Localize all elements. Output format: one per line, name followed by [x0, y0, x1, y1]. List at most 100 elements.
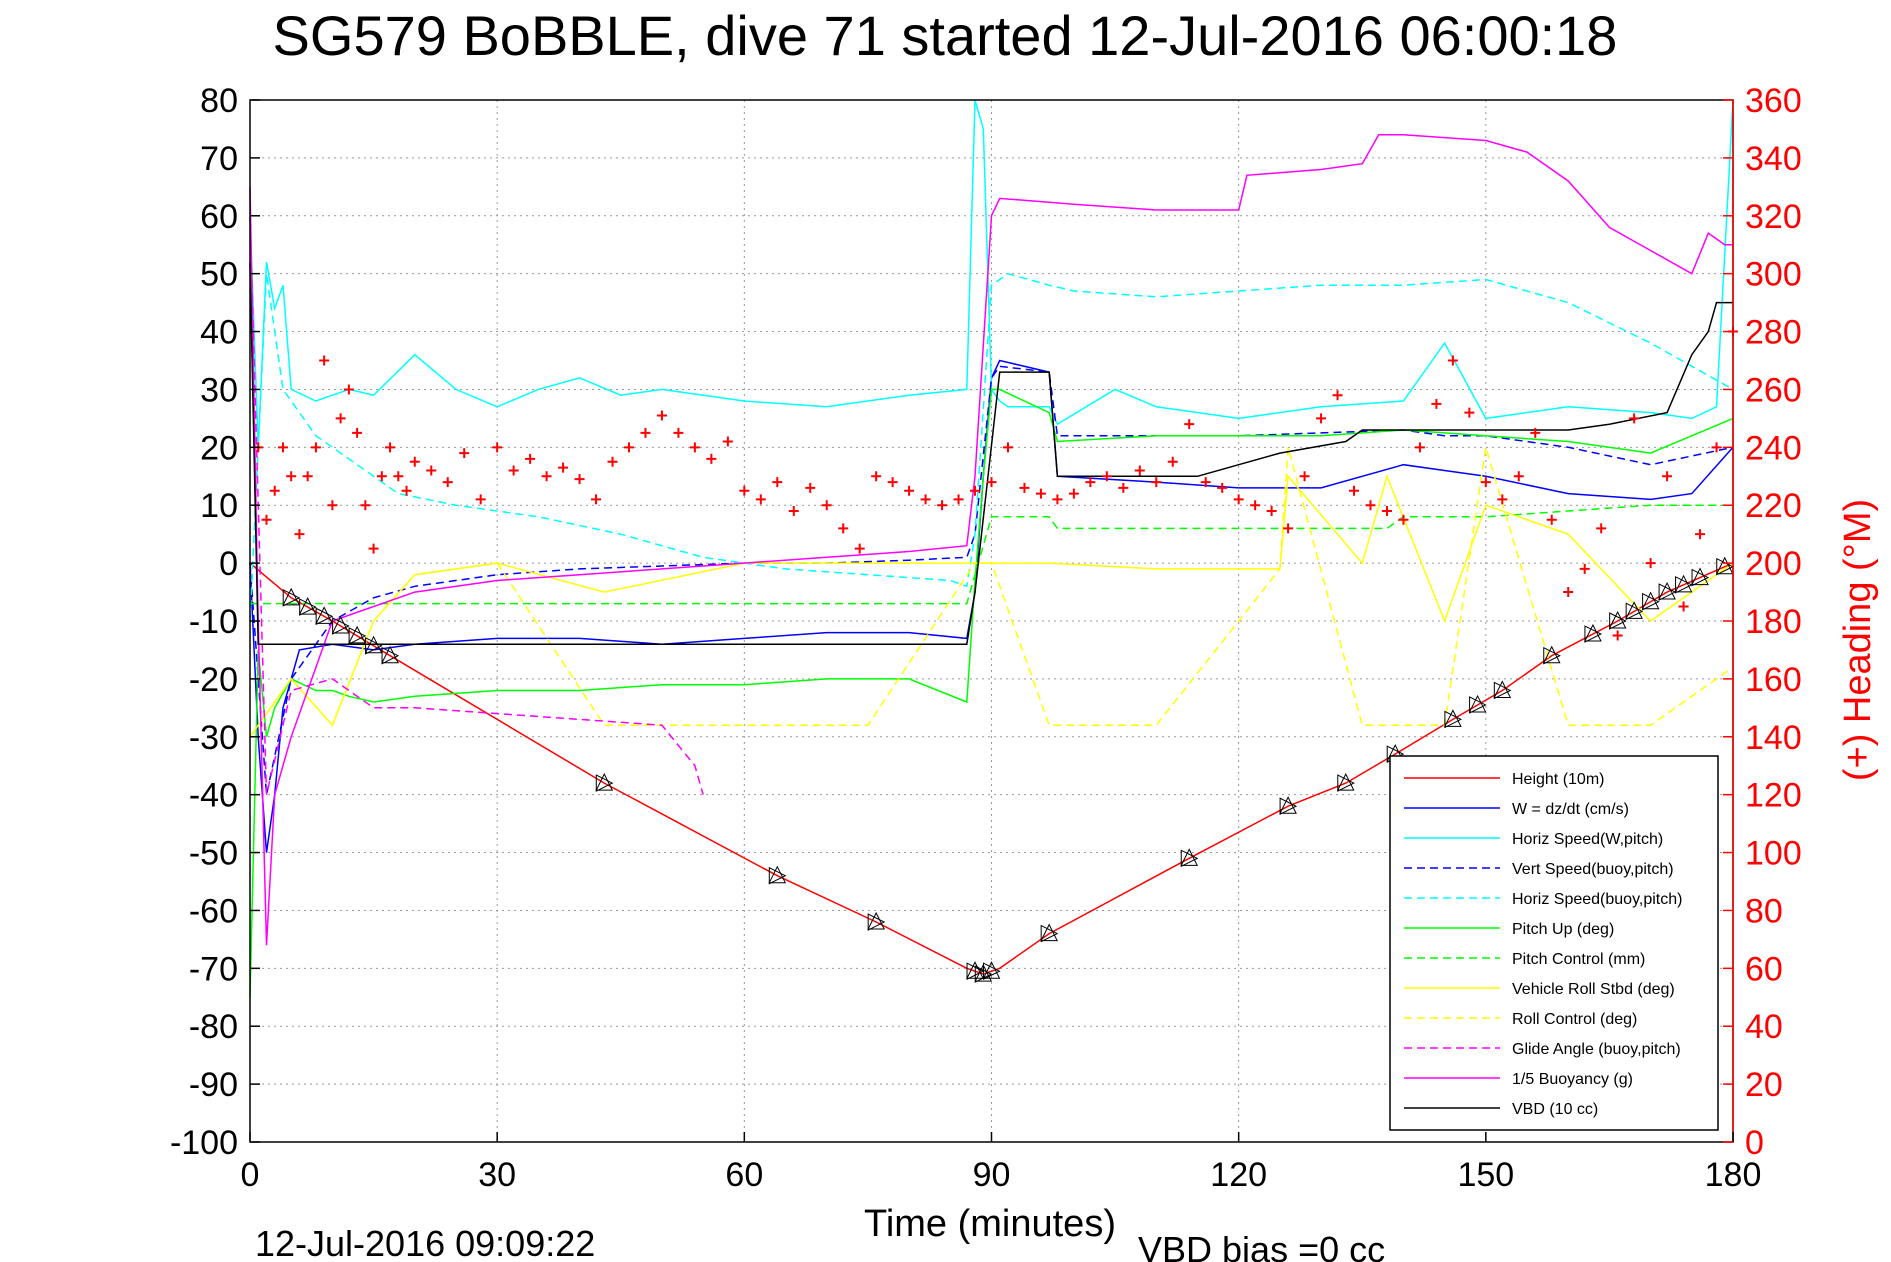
- legend-label: VBD (10 cc): [1512, 1101, 1598, 1118]
- heading-point: [838, 523, 849, 534]
- heading-point: [327, 500, 338, 511]
- y-tick-label: 80: [200, 82, 238, 120]
- heading-point: [1662, 471, 1673, 482]
- y-tick-label: 50: [200, 256, 238, 294]
- x-axis-label: Time (minutes): [864, 1203, 1116, 1245]
- series-line: [250, 504, 1733, 605]
- heading-point: [1316, 413, 1327, 424]
- heading-point: [755, 494, 766, 505]
- y-right-tick-label: 160: [1745, 661, 1802, 699]
- heading-point: [739, 485, 750, 496]
- heading-point: [1612, 630, 1623, 641]
- heading-point: [1711, 442, 1722, 453]
- series-line: [249, 215, 704, 795]
- y-right-tick-label: 100: [1745, 835, 1802, 873]
- heading-point: [706, 453, 717, 464]
- height-triangle-marker: [1642, 592, 1660, 611]
- heading-point: [937, 500, 948, 511]
- y-tick-label: 70: [200, 140, 238, 178]
- y-right-tick-label: 320: [1745, 198, 1802, 236]
- heading-point: [352, 427, 363, 438]
- heading-point: [640, 427, 651, 438]
- heading-point: [409, 456, 420, 467]
- heading-point: [426, 465, 437, 476]
- heading-point: [261, 514, 272, 525]
- height-triangle-marker: [348, 627, 367, 645]
- heading-point: [1464, 407, 1475, 418]
- heading-point: [821, 500, 832, 511]
- heading-point: [689, 442, 700, 453]
- heading-point: [558, 462, 569, 473]
- y-tick-label: -70: [189, 950, 238, 988]
- height-triangle-marker: [1658, 583, 1677, 601]
- series-line: [249, 99, 1734, 448]
- height-triangle-marker: [1674, 574, 1693, 593]
- y-tick-label: -100: [170, 1124, 238, 1162]
- height-triangle-marker: [1715, 556, 1734, 575]
- heading-point: [1134, 465, 1145, 476]
- heading-point: [904, 485, 915, 496]
- height-triangle-marker: [348, 625, 366, 644]
- legend-label: Height (10m): [1512, 771, 1604, 788]
- height-triangle-marker: [974, 964, 993, 982]
- legend-box: [1389, 755, 1719, 1131]
- y-tick-label: -80: [189, 1008, 238, 1046]
- heading-point: [508, 465, 519, 476]
- y-tick-label: -30: [189, 719, 238, 757]
- heading-point: [1414, 442, 1425, 453]
- heading-point: [1002, 442, 1013, 453]
- heading-point: [1101, 471, 1112, 482]
- height-triangle-marker: [365, 637, 383, 655]
- series-line: [249, 133, 1733, 946]
- heading-point: [525, 453, 536, 464]
- heading-point: [1019, 482, 1030, 493]
- height-triangle-marker: [1444, 709, 1462, 727]
- height-triangle-marker: [332, 617, 350, 635]
- series-line: [249, 388, 1734, 998]
- x-tick-label: 150: [1457, 1156, 1514, 1194]
- heading-point: [1431, 398, 1442, 409]
- y-right-tick-label: 80: [1745, 892, 1783, 930]
- height-triangle-marker: [1584, 623, 1602, 642]
- heading-point: [368, 543, 379, 554]
- y-right-tick-label: 120: [1745, 777, 1802, 815]
- x-tick-label: 0: [241, 1156, 260, 1194]
- y-tick-label: -90: [189, 1066, 238, 1104]
- heading-point: [294, 529, 305, 540]
- height-triangle-marker: [1469, 696, 1487, 714]
- heading-point: [385, 442, 396, 453]
- height-triangle-marker: [1625, 601, 1643, 619]
- heading-point: [722, 436, 733, 447]
- x-tick-label: 90: [973, 1156, 1011, 1194]
- x-tick-label: 30: [478, 1156, 516, 1194]
- legend-label: Pitch Up (deg): [1512, 921, 1614, 938]
- legend-label: Glide Angle (buoy,pitch): [1512, 1041, 1681, 1058]
- heading-point: [1365, 500, 1376, 511]
- height-triangle-marker: [867, 911, 885, 930]
- heading-point: [986, 477, 997, 488]
- heading-point: [475, 494, 486, 505]
- height-triangle-marker: [1180, 849, 1199, 868]
- y-tick-label: 30: [200, 371, 238, 409]
- heading-point: [772, 477, 783, 488]
- heading-point: [1381, 506, 1392, 517]
- x-axis-ticks: 0 30 60 90 120 150 180: [241, 1132, 1761, 1194]
- height-triangle-marker: [1493, 680, 1512, 698]
- height-triangle-marker: [1691, 568, 1710, 587]
- heading-point: [1167, 456, 1178, 467]
- height-triangle-marker: [595, 774, 614, 792]
- legend: Height (10m) W = dz/dt (cm/s) Horiz Speed(…: [1389, 755, 1719, 1131]
- y-right-tick-label: 360: [1745, 82, 1802, 120]
- height-triangle-marker: [768, 865, 787, 884]
- heading-point: [1398, 514, 1409, 525]
- height-triangle-marker: [1658, 581, 1676, 600]
- height-triangle-marker: [1625, 602, 1644, 621]
- legend-label: Horiz Speed(buoy,pitch): [1512, 891, 1682, 908]
- heading-point: [1332, 390, 1343, 401]
- legend-label: Vehicle Roll Stbd (deg): [1512, 981, 1675, 998]
- y-right-tick-label: 40: [1745, 1008, 1783, 1046]
- heading-point: [393, 471, 404, 482]
- y-right-tick-label: 60: [1745, 950, 1783, 988]
- height-triangle-marker: [1691, 567, 1709, 586]
- heading-point: [607, 456, 618, 467]
